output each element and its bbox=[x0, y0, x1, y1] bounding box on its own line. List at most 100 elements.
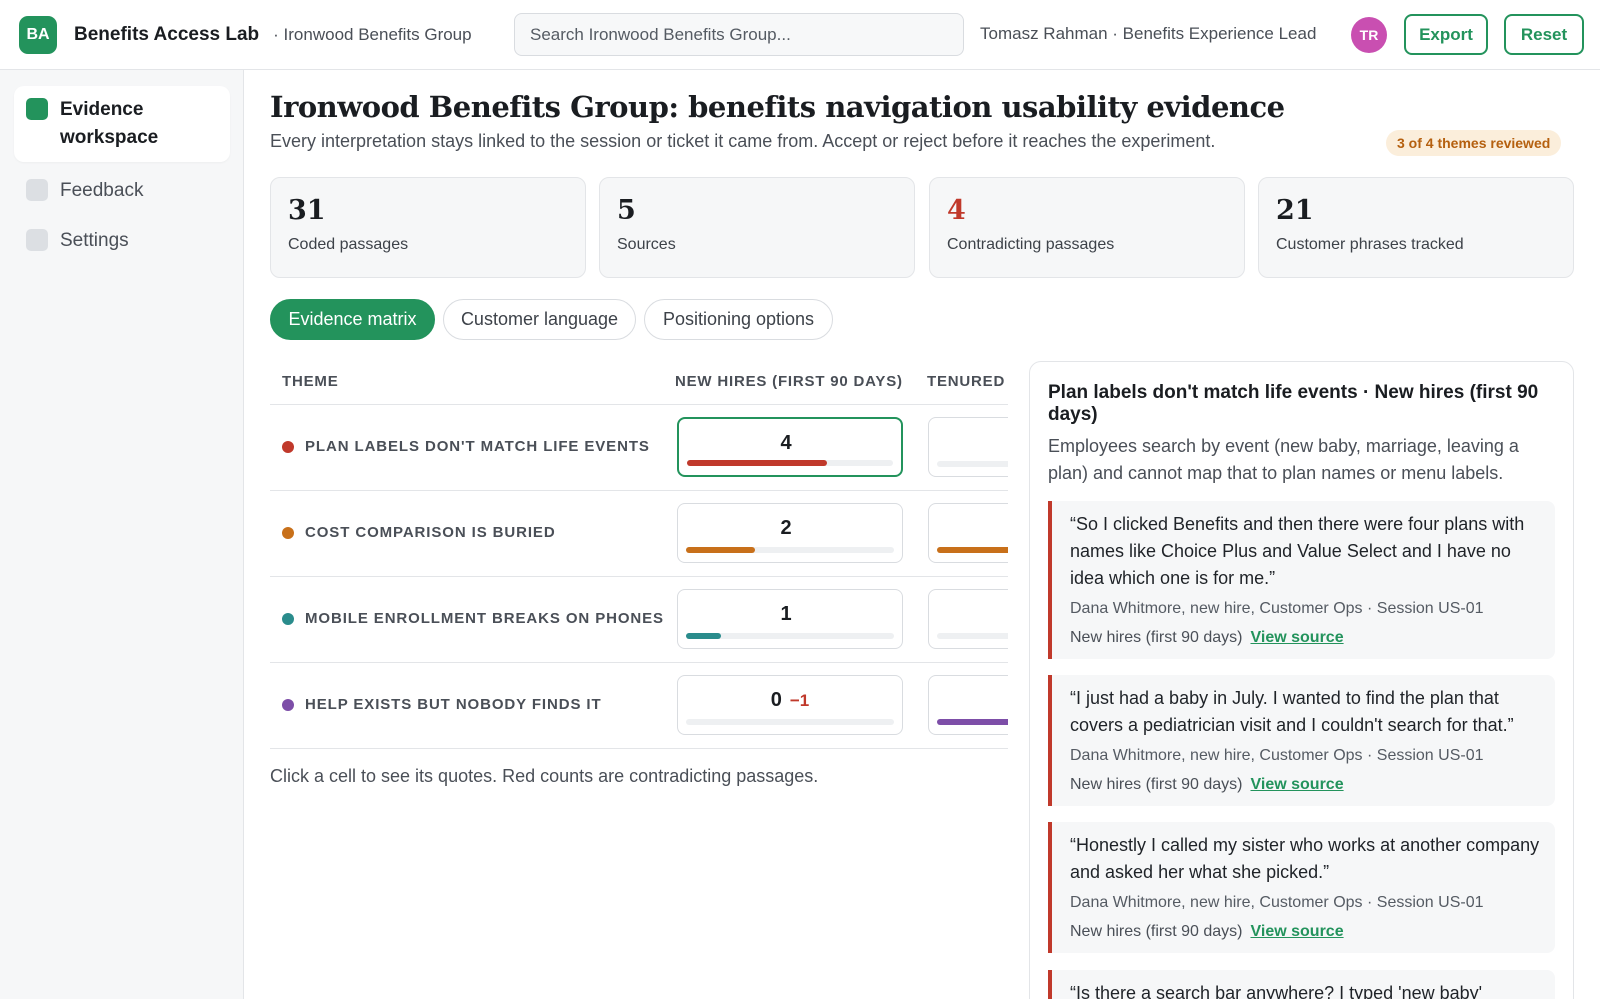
panel-title: Plan labels don't match life events · Ne… bbox=[1048, 382, 1539, 425]
quote-footer: New hires (first 90 days) View source bbox=[1070, 923, 1541, 941]
cell-tenured[interactable] bbox=[928, 503, 1008, 563]
row-divider bbox=[270, 404, 1008, 405]
cell-bar-track bbox=[686, 633, 894, 639]
quote-text: “So I clicked Benefits and then there we… bbox=[1070, 514, 1525, 588]
settings-icon bbox=[26, 229, 48, 251]
cell-bar-track bbox=[937, 633, 1008, 639]
reset-button[interactable]: Reset bbox=[1504, 14, 1584, 55]
stat-value: 31 bbox=[288, 195, 326, 226]
quote-source-meta: Dana Whitmore, new hire, Customer Ops · … bbox=[1070, 600, 1484, 617]
table-row: HELP EXISTS BUT NOBODY FINDS IT 0−1 2 bbox=[270, 662, 1008, 748]
quote-card: “I just had a baby in July. I wanted to … bbox=[1048, 675, 1555, 806]
cell-new-hires[interactable]: 0 −1 bbox=[677, 675, 903, 735]
theme-label: PLAN LABELS DON'T MATCH LIFE EVENTS bbox=[305, 438, 650, 455]
matrix-help-text: Click a cell to see its quotes. Red coun… bbox=[270, 766, 819, 786]
cell-tenured[interactable]: 2 bbox=[928, 675, 1008, 735]
column-header-theme: THEME bbox=[282, 373, 339, 390]
cell-bar-track bbox=[687, 460, 893, 466]
quote-segment: New hires (first 90 days) bbox=[1070, 629, 1243, 646]
review-status-badge: 3 of 4 themes reviewed bbox=[1386, 130, 1562, 156]
view-source-link[interactable]: View source bbox=[1250, 923, 1344, 940]
cell-tenured[interactable] bbox=[928, 589, 1008, 649]
view-source-link[interactable]: View source bbox=[1250, 629, 1344, 646]
avatar[interactable]: TR bbox=[1351, 17, 1387, 53]
cell-count: 2 bbox=[780, 517, 792, 539]
theme-color-dot bbox=[282, 613, 294, 625]
stat-card-sources: 5 Sources bbox=[599, 177, 915, 278]
cell-count bbox=[929, 517, 1008, 540]
tab-customer-language[interactable]: Customer language bbox=[443, 299, 636, 340]
cell-bar-fill bbox=[686, 633, 722, 639]
page-title: Ironwood Benefits Group: benefits naviga… bbox=[270, 90, 1285, 124]
quote-card: “Is there a search bar anywhere? I typed… bbox=[1048, 970, 1555, 999]
feedback-icon bbox=[26, 179, 48, 201]
cell-count: 4 bbox=[780, 432, 792, 454]
theme-color-dot bbox=[282, 527, 294, 539]
stat-label: Sources bbox=[617, 236, 676, 253]
row-divider bbox=[270, 662, 1008, 663]
quote-segment: New hires (first 90 days) bbox=[1070, 923, 1243, 940]
quote-card: “So I clicked Benefits and then there we… bbox=[1048, 501, 1555, 659]
panel-description: Employees search by event (new baby, mar… bbox=[1048, 436, 1519, 483]
stat-card-customer-phrases: 21 Customer phrases tracked bbox=[1258, 177, 1574, 278]
quote-segment: New hires (first 90 days) bbox=[1070, 776, 1243, 793]
app-logo[interactable]: BA bbox=[19, 15, 57, 54]
cell-count: 1 bbox=[780, 603, 792, 625]
cell-bar-track bbox=[937, 719, 1008, 725]
cell-new-hires[interactable]: 2 bbox=[677, 503, 903, 563]
stat-value: 4 bbox=[947, 195, 966, 226]
cell-bar-track bbox=[686, 719, 894, 725]
row-divider bbox=[270, 576, 1008, 577]
cell-bar-fill bbox=[686, 547, 755, 553]
page-subtitle: Every interpretation stays linked to the… bbox=[270, 131, 1216, 151]
theme-label: COST COMPARISON IS BURIED bbox=[305, 524, 556, 541]
export-button[interactable]: Export bbox=[1404, 14, 1488, 55]
cell-bar-track bbox=[937, 547, 1008, 553]
theme-color-dot bbox=[282, 699, 294, 711]
stat-label: Contradicting passages bbox=[947, 236, 1115, 253]
stat-card-contradicting-passages: 4 Contradicting passages bbox=[929, 177, 1245, 278]
quote-source-meta: Dana Whitmore, new hire, Customer Ops · … bbox=[1070, 747, 1484, 764]
search-input[interactable] bbox=[514, 13, 964, 56]
table-row: COST COMPARISON IS BURIED 2 bbox=[270, 490, 1008, 576]
quote-footer: New hires (first 90 days) View source bbox=[1070, 776, 1541, 794]
row-divider bbox=[270, 748, 1008, 749]
theme-label: HELP EXISTS BUT NOBODY FINDS IT bbox=[305, 696, 602, 713]
quote-text: “I just had a baby in July. I wanted to … bbox=[1070, 688, 1514, 735]
stat-label: Coded passages bbox=[288, 236, 409, 253]
cell-new-hires[interactable]: 1 bbox=[677, 589, 903, 649]
stat-value: 5 bbox=[617, 195, 636, 226]
stat-card-coded-passages: 31 Coded passages bbox=[270, 177, 586, 278]
cell-tenured[interactable]: 0 bbox=[928, 417, 1008, 477]
sidebar-item-evidence-workspace[interactable]: Evidence workspace bbox=[14, 86, 230, 162]
quote-detail-panel: Plan labels don't match life events · Ne… bbox=[1029, 361, 1574, 999]
cell-count: 2 bbox=[929, 689, 1008, 712]
quote-text: “Honestly I called my sister who works a… bbox=[1070, 835, 1540, 882]
cell-bar-fill bbox=[937, 547, 1008, 553]
sidebar-item-feedback[interactable]: Feedback bbox=[14, 167, 230, 215]
theme-label: MOBILE ENROLLMENT BREAKS ON PHONES bbox=[305, 610, 664, 627]
evidence-workspace-icon bbox=[26, 98, 48, 120]
view-source-link[interactable]: View source bbox=[1250, 776, 1344, 793]
quote-source-meta: Dana Whitmore, new hire, Customer Ops · … bbox=[1070, 894, 1484, 911]
column-header-tenured[interactable]: TENURED bbox=[927, 373, 1006, 390]
app-name: Benefits Access Lab bbox=[74, 23, 260, 45]
cell-bar-track bbox=[937, 461, 1008, 467]
cell-bar-fill bbox=[937, 719, 1008, 725]
column-header-new-hires[interactable]: NEW HIRES (FIRST 90 DAYS) bbox=[675, 373, 903, 390]
cell-count: 0 bbox=[929, 431, 1008, 454]
sidebar-item-label: Evidence workspace bbox=[60, 99, 159, 148]
org-name: · Ironwood Benefits Group bbox=[273, 24, 472, 44]
sidebar: Evidence workspace Feedback Settings bbox=[0, 70, 244, 999]
top-bar: BA Benefits Access Lab · Ironwood Benefi… bbox=[0, 0, 1600, 70]
tab-evidence-matrix[interactable]: Evidence matrix bbox=[270, 299, 435, 340]
cell-new-hires[interactable]: 4 bbox=[677, 417, 903, 477]
stat-label: Customer phrases tracked bbox=[1276, 236, 1464, 253]
table-row: PLAN LABELS DON'T MATCH LIFE EVENTS 4 0 bbox=[270, 404, 1008, 490]
table-row: MOBILE ENROLLMENT BREAKS ON PHONES 1 bbox=[270, 576, 1008, 662]
sidebar-item-settings[interactable]: Settings bbox=[14, 217, 230, 265]
stat-value: 21 bbox=[1276, 195, 1314, 226]
quote-card: “Honestly I called my sister who works a… bbox=[1048, 822, 1555, 953]
tab-positioning-options[interactable]: Positioning options bbox=[644, 299, 833, 340]
cell-bar-track bbox=[686, 547, 894, 553]
